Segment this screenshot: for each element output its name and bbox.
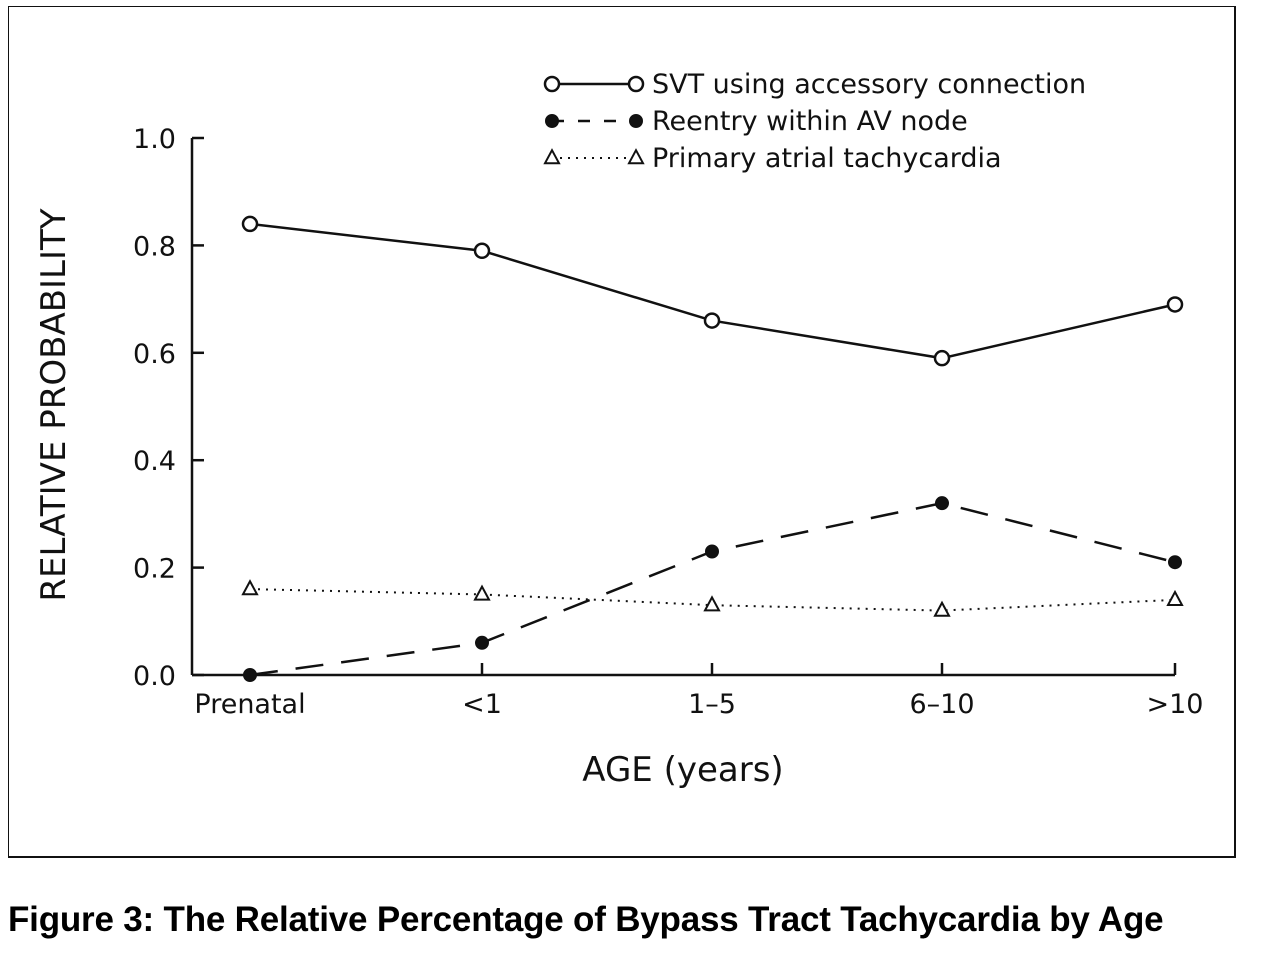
data-point-open-triangle xyxy=(241,579,259,596)
x-tick-label: >10 xyxy=(1147,689,1204,720)
data-point-filled-circle xyxy=(475,635,489,650)
data-point-open-circle xyxy=(933,349,951,367)
data-point-open-circle xyxy=(627,75,645,93)
x-tick-label: 6–10 xyxy=(909,689,974,720)
legend: SVT using accessory connection Reentry wi… xyxy=(543,69,1086,174)
data-point-open-circle xyxy=(703,312,721,329)
data-point-open-triangle xyxy=(473,584,491,601)
figure-caption: Figure 3: The Relative Percentage of Byp… xyxy=(8,900,1164,939)
x-axis-title: AGE (years) xyxy=(582,750,783,790)
x-tick-label: 1–5 xyxy=(688,689,736,720)
y-tick-label: 0.4 xyxy=(133,446,176,477)
x-tick-label: Prenatal xyxy=(194,689,305,720)
y-tick-label: 0.2 xyxy=(133,554,176,585)
chart-frame xyxy=(8,6,1236,858)
data-point-filled-circle xyxy=(545,114,559,128)
data-point-open-circle xyxy=(1166,296,1184,313)
data-point-open-circle xyxy=(543,75,561,93)
data-point-open-triangle xyxy=(627,148,645,165)
data-point-filled-circle xyxy=(935,496,949,511)
series-line-solid xyxy=(249,222,1176,360)
x-tick-label: <1 xyxy=(462,689,502,720)
series-line-dashed xyxy=(249,501,1176,677)
y-tick-label: 0.6 xyxy=(133,339,176,370)
y-tick-labels: 0.0 0.2 0.4 0.6 0.8 1.0 xyxy=(133,124,176,692)
data-point-open-triangle xyxy=(543,148,561,165)
y-tick-label: 0.0 xyxy=(133,661,176,692)
data-point-filled-circle xyxy=(629,114,643,128)
axes xyxy=(190,136,1177,677)
data-point-open-triangle xyxy=(703,595,721,612)
series-markers xyxy=(241,215,1184,682)
y-tick-label: 1.0 xyxy=(133,124,176,155)
legend-label: SVT using accessory connection xyxy=(652,69,1086,100)
x-tick-labels: Prenatal <1 1–5 6–10 >10 xyxy=(194,689,1203,720)
data-point-open-circle xyxy=(473,242,491,260)
legend-label: Reentry within AV node xyxy=(652,106,968,137)
legend-label: Primary atrial tachycardia xyxy=(652,143,1002,174)
data-point-open-triangle xyxy=(933,600,951,617)
data-point-filled-circle xyxy=(243,668,257,682)
y-tick-label: 0.8 xyxy=(133,231,176,262)
data-point-filled-circle xyxy=(705,544,719,559)
data-point-open-triangle xyxy=(1166,589,1184,607)
y-axis-title: RELATIVE PROBABILITY xyxy=(34,208,74,601)
data-point-filled-circle xyxy=(1168,555,1182,570)
data-point-open-circle xyxy=(241,215,259,233)
